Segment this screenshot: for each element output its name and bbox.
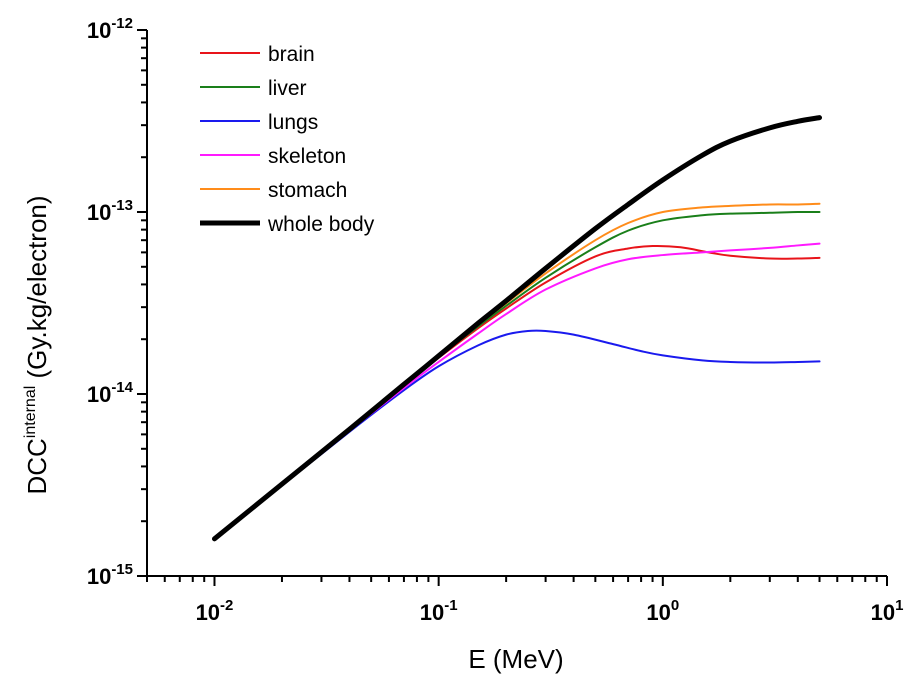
axes-layer [137, 29, 888, 586]
x-tick-label-base: 10 [871, 600, 895, 625]
x-tick-label: 10-1 [420, 597, 458, 625]
y-axis-title-base: DCC [22, 438, 52, 494]
y-tick-label-exponent: -12 [111, 15, 133, 32]
legend-label-liver: liver [268, 77, 307, 100]
x-tick-label-exponent: 1 [895, 597, 903, 614]
y-tick-label: 10-14 [87, 379, 134, 407]
y-tick-label-base: 10 [87, 564, 111, 589]
series-line-lungs [213, 329, 821, 540]
x-tick-label: 101 [871, 597, 904, 625]
legend-label-brain: brain [268, 43, 315, 66]
x-tick-label-base: 10 [646, 600, 670, 625]
y-tick-label-exponent: -14 [111, 379, 133, 396]
x-tick-label-exponent: -1 [444, 597, 457, 614]
series-line-stomach [213, 202, 821, 540]
series-line-skeleton [213, 242, 821, 540]
series-layer [211, 115, 823, 542]
y-axis-title-suffix: (Gy.kg/electron) [22, 195, 52, 385]
legend-label-stomach: stomach [268, 179, 347, 202]
x-tick-label: 100 [646, 597, 679, 625]
y-tick-label: 10-13 [87, 197, 133, 225]
y-tick-label: 10-15 [87, 561, 133, 589]
y-tick-label-exponent: -13 [111, 197, 133, 214]
x-tick-label-base: 10 [420, 600, 444, 625]
y-tick-label-exponent: -15 [111, 561, 133, 578]
y-tick-label-base: 10 [87, 200, 111, 225]
legend-label-lungs: lungs [268, 111, 318, 134]
y-axis-title: DCCinternal (Gy.kg/electron) [22, 195, 52, 494]
x-tick-label-base: 10 [196, 600, 220, 625]
x-tick-label-exponent: -2 [220, 597, 233, 614]
y-axis-title-superscript: internal [22, 386, 39, 438]
legend-label-skeleton: skeleton [268, 145, 346, 168]
x-tick-label: 10-2 [196, 597, 234, 625]
x-axis-title: E (MeV) [468, 644, 563, 674]
legend: brain liver lungs skeleton stomach whole body [200, 43, 375, 236]
x-tick-label-exponent: 0 [671, 597, 679, 614]
legend-label-whole-body: whole body [267, 213, 375, 236]
series-line-liver [213, 210, 821, 540]
y-tick-label: 10-12 [87, 15, 133, 43]
y-tick-label-base: 10 [87, 382, 111, 407]
y-tick-label-base: 10 [87, 18, 111, 43]
series-line-whole-body [211, 115, 823, 542]
